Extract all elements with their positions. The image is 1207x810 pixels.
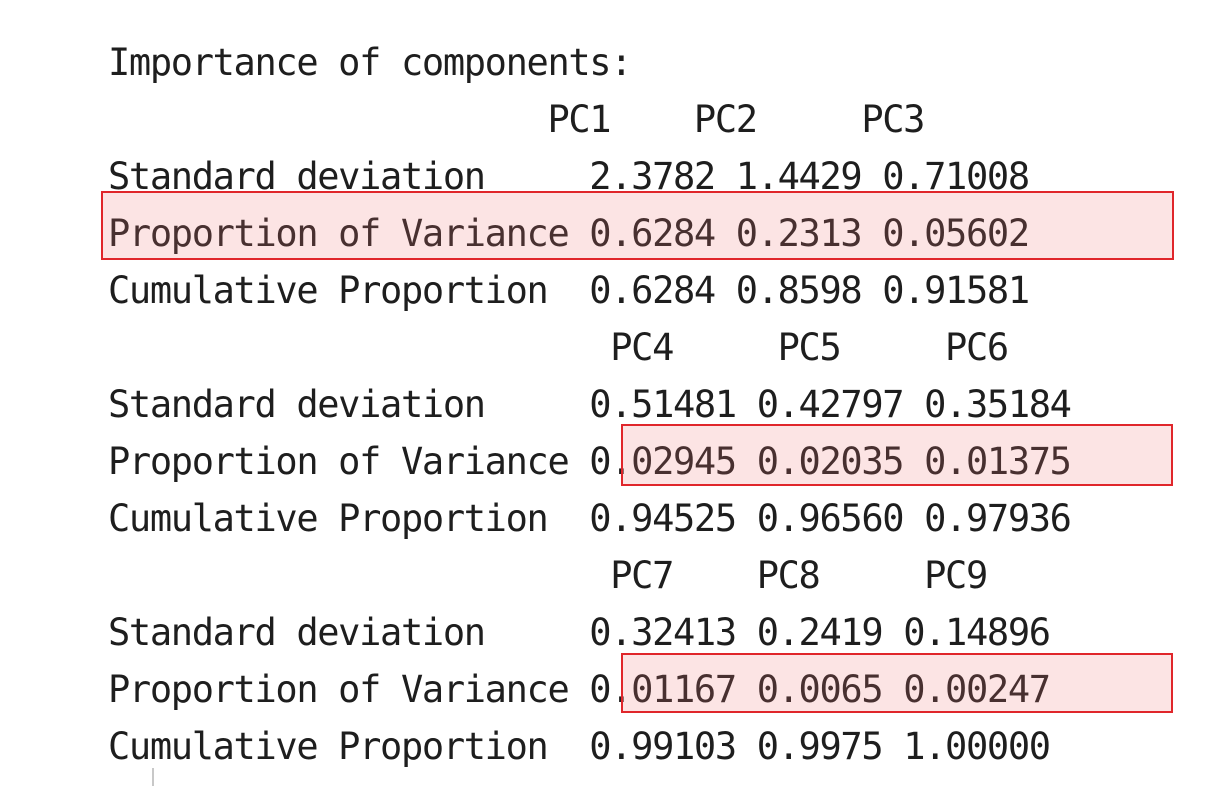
table-row: Proportion of Variance 0.01167 0.0065 0.… [108, 661, 1071, 718]
row-label: Proportion of Variance [108, 212, 570, 255]
row-values: 0.01167 0.0065 0.00247 [568, 668, 1051, 711]
pc-header-1: PC1 PC2 PC3 [108, 98, 925, 141]
row-label: Standard deviation [108, 383, 569, 426]
r-console-output: Importance of components: PC1 PC2 PC3 St… [108, 34, 1072, 775]
row-values: 0.94525 0.96560 0.97936 [568, 497, 1072, 540]
pc-header-2: PC4 PC5 PC6 [108, 326, 1009, 369]
table-row: Standard deviation 0.32413 0.2419 0.1489… [108, 604, 1071, 661]
table-row: Cumulative Proportion 0.99103 0.9975 1.0… [108, 718, 1071, 775]
row-label: Proportion of Variance [108, 668, 570, 711]
table-row: Standard deviation 0.51481 0.42797 0.351… [108, 376, 1072, 433]
table-row: Cumulative Proportion 0.94525 0.96560 0.… [108, 490, 1072, 547]
row-values: 0.99103 0.9975 1.00000 [568, 725, 1051, 768]
row-label: Cumulative Proportion [108, 497, 569, 540]
row-values: 0.6284 0.8598 0.91581 [568, 269, 1030, 312]
table-row: Proportion of Variance 0.02945 0.02035 0… [108, 433, 1072, 490]
row-values: 0.6284 0.2313 0.05602 [568, 212, 1030, 255]
row-label: Cumulative Proportion [108, 269, 569, 312]
text-cursor [152, 768, 154, 786]
row-label: Cumulative Proportion [108, 725, 569, 768]
row-label: Proportion of Variance [108, 440, 570, 483]
pc-header-3: PC7 PC8 PC9 [108, 554, 988, 597]
row-values: 2.3782 1.4429 0.71008 [568, 155, 1030, 198]
row-values: 0.51481 0.42797 0.35184 [568, 383, 1072, 426]
row-values: 0.02945 0.02035 0.01375 [568, 440, 1072, 483]
table-row: Cumulative Proportion 0.6284 0.8598 0.91… [108, 262, 1071, 319]
table-row: Standard deviation 2.3782 1.4429 0.71008 [108, 148, 1071, 205]
row-label: Standard deviation [108, 155, 569, 198]
row-label: Standard deviation [108, 611, 569, 654]
row-values: 0.32413 0.2419 0.14896 [568, 611, 1051, 654]
table-row: Proportion of Variance 0.6284 0.2313 0.0… [108, 205, 1071, 262]
output-header: Importance of components: [108, 41, 633, 84]
